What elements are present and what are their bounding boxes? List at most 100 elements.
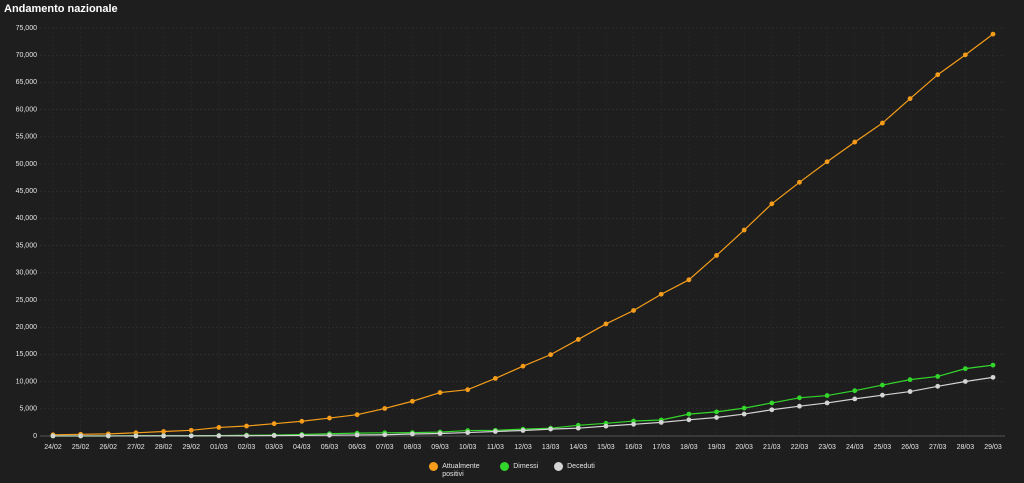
data-point — [354, 432, 360, 438]
y-tick-label: 35,000 — [16, 242, 38, 249]
data-point — [658, 419, 664, 425]
data-point — [852, 139, 858, 145]
data-point — [437, 431, 443, 436]
x-tick-label: 23/03 — [818, 444, 836, 451]
data-point — [410, 431, 415, 437]
data-point — [492, 429, 498, 434]
data-point — [741, 411, 747, 417]
data-point — [465, 430, 471, 435]
data-point — [631, 421, 636, 427]
data-point — [575, 337, 581, 342]
data-point — [852, 388, 858, 394]
data-point — [990, 374, 996, 380]
x-tick-label: 03/03 — [265, 444, 283, 451]
legend: Attualmente positivi Dimessi Deceduti — [0, 462, 1024, 479]
data-point — [354, 412, 360, 418]
data-point — [769, 400, 775, 406]
data-point — [852, 396, 858, 402]
y-tick-label: 45,000 — [16, 188, 38, 195]
data-point — [216, 433, 222, 439]
data-point — [548, 352, 554, 358]
data-point — [188, 433, 194, 439]
data-point — [410, 398, 415, 404]
x-tick-label: 17/03 — [652, 444, 670, 451]
y-tick-label: 30,000 — [16, 270, 38, 277]
data-point — [548, 426, 554, 432]
data-point — [741, 405, 747, 411]
legend-swatch — [554, 462, 564, 471]
data-point — [271, 421, 277, 427]
x-tick-label: 18/03 — [680, 444, 698, 451]
x-tick-label: 24/02 — [44, 444, 62, 451]
data-point — [880, 382, 885, 388]
data-point — [244, 423, 249, 429]
x-tick-label: 26/02 — [100, 444, 118, 451]
data-point — [520, 428, 526, 433]
data-point — [520, 363, 526, 369]
data-point — [216, 425, 222, 430]
x-tick-label: 07/03 — [376, 444, 394, 451]
x-tick-label: 28/02 — [155, 444, 173, 451]
data-point — [686, 411, 692, 417]
data-point — [769, 407, 775, 413]
data-point — [244, 433, 249, 439]
data-point — [714, 409, 719, 415]
y-tick-label: 50,000 — [16, 161, 38, 168]
y-tick-label: 5,000 — [19, 406, 37, 413]
data-point — [603, 321, 609, 327]
y-tick-label: 20,000 — [16, 324, 38, 331]
data-point — [935, 374, 941, 379]
data-point — [631, 308, 636, 313]
data-point — [299, 418, 305, 424]
data-point — [907, 389, 913, 394]
data-point — [962, 366, 968, 372]
data-point — [935, 383, 941, 389]
data-point — [492, 375, 498, 381]
y-tick-label: 70,000 — [16, 52, 38, 59]
data-point — [161, 433, 166, 439]
x-tick-label: 24/03 — [846, 444, 864, 451]
data-point — [188, 427, 194, 433]
y-tick-label: 55,000 — [16, 134, 38, 141]
data-point — [299, 433, 305, 438]
x-tick-label: 27/03 — [929, 444, 947, 451]
y-tick-label: 60,000 — [16, 106, 38, 113]
data-point — [603, 423, 609, 429]
x-tick-label: 01/03 — [210, 444, 228, 451]
data-point — [133, 433, 139, 439]
data-point — [797, 179, 802, 185]
chart-title: Andamento nazionale — [4, 3, 118, 15]
data-point — [990, 31, 996, 37]
x-tick-label: 26/03 — [901, 444, 919, 451]
data-point — [714, 253, 719, 258]
x-tick-label: 15/03 — [597, 444, 615, 451]
legend-swatch — [500, 462, 510, 471]
x-tick-label: 08/03 — [404, 444, 422, 451]
x-tick-label: 25/02 — [72, 444, 90, 451]
x-tick-label: 16/03 — [625, 444, 643, 451]
x-tick-label: 12/03 — [514, 444, 532, 451]
legend-item[interactable]: Attualmente positivi — [429, 462, 484, 479]
legend-item[interactable]: Dimessi — [500, 462, 538, 479]
x-tick-label: 20/03 — [735, 444, 753, 451]
data-point — [797, 395, 802, 401]
legend-item[interactable]: Deceduti — [554, 462, 595, 479]
x-tick-label: 11/03 — [487, 444, 504, 451]
legend-label: Deceduti — [567, 463, 595, 470]
data-point — [686, 277, 692, 283]
data-point — [658, 291, 664, 297]
legend-label: Dimessi — [513, 463, 539, 470]
data-point — [686, 417, 692, 423]
data-point — [327, 432, 332, 438]
x-tick-label: 29/02 — [182, 444, 200, 451]
data-point — [880, 120, 885, 126]
data-point — [78, 433, 84, 439]
data-point — [105, 433, 111, 439]
data-point — [382, 406, 388, 411]
data-point — [575, 425, 581, 431]
data-point — [437, 390, 443, 395]
x-tick-label: 04/03 — [293, 444, 311, 451]
data-point — [907, 96, 913, 102]
data-point — [824, 400, 830, 406]
